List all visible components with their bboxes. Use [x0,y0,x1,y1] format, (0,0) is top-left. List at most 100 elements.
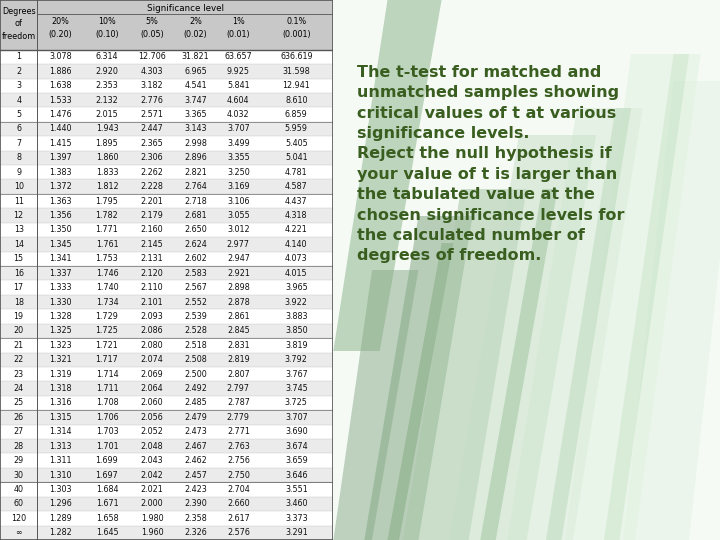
Text: 20%: 20% [52,17,70,26]
Text: 1.296: 1.296 [49,500,72,509]
Text: 2%: 2% [189,17,202,26]
Text: 3.965: 3.965 [285,283,307,292]
Text: 5.041: 5.041 [285,153,307,163]
Polygon shape [364,216,472,540]
Text: 2.462: 2.462 [184,456,207,465]
Bar [0,136,333,151]
Text: 2.473: 2.473 [184,427,207,436]
Text: 21: 21 [14,341,24,350]
Text: 1.708: 1.708 [96,399,118,408]
Bar [0,410,333,424]
Text: 1.746: 1.746 [96,269,118,278]
Text: 2.821: 2.821 [184,168,207,177]
Text: The t-test for matched and
unmatched samples showing
critical values of t at var: The t-test for matched and unmatched sam… [356,65,624,264]
Bar [0,295,333,309]
Text: 4.437: 4.437 [285,197,307,206]
Text: 4.318: 4.318 [285,211,307,220]
Text: 2.681: 2.681 [184,211,207,220]
Text: 22: 22 [14,355,24,364]
Text: 2.093: 2.093 [140,312,163,321]
Text: 1.717: 1.717 [96,355,118,364]
Text: (0.20): (0.20) [49,30,73,39]
Bar [0,208,333,222]
Text: 2.021: 2.021 [140,485,163,494]
Text: 1.415: 1.415 [50,139,72,148]
Text: 2.120: 2.120 [140,269,163,278]
Bar [0,468,333,482]
Text: 1.734: 1.734 [96,298,118,307]
Text: 11: 11 [14,197,24,206]
Bar [0,454,333,468]
Text: 28: 28 [14,442,24,451]
Text: 3.291: 3.291 [285,528,307,537]
Text: 2.262: 2.262 [140,168,163,177]
Text: 5.841: 5.841 [227,81,250,90]
Text: 2.000: 2.000 [140,500,163,509]
Bar [0,252,333,266]
Text: 3.106: 3.106 [227,197,250,206]
Text: 2.763: 2.763 [227,442,250,451]
Bar [0,511,333,525]
Bar [0,497,333,511]
Text: 2.479: 2.479 [184,413,207,422]
Text: 1.325: 1.325 [49,326,72,335]
Bar [0,266,333,280]
Text: 1.833: 1.833 [96,168,118,177]
Text: 1.703: 1.703 [96,427,118,436]
Text: 1.311: 1.311 [50,456,72,465]
Text: 2.624: 2.624 [184,240,207,249]
Bar [0,50,333,64]
Text: 2.101: 2.101 [140,298,163,307]
Text: 3.792: 3.792 [285,355,307,364]
Text: 2.878: 2.878 [227,298,250,307]
Text: 4.303: 4.303 [141,67,163,76]
Bar [0,122,333,136]
Polygon shape [508,108,643,540]
Text: 3.747: 3.747 [184,96,207,105]
Text: 3.883: 3.883 [285,312,307,321]
Text: 1.289: 1.289 [49,514,72,523]
Text: 18: 18 [14,298,24,307]
Text: 1.697: 1.697 [96,470,118,480]
Text: 4.604: 4.604 [227,96,250,105]
Text: 30: 30 [14,470,24,480]
Text: 2.457: 2.457 [184,470,207,480]
Bar [0,367,333,381]
Bar [0,93,333,107]
Polygon shape [546,108,631,540]
Text: 1.753: 1.753 [96,254,118,264]
Text: 1.699: 1.699 [96,456,118,465]
Text: 1.812: 1.812 [96,182,118,191]
Text: 14: 14 [14,240,24,249]
Text: 1.725: 1.725 [96,326,119,335]
Text: 2.771: 2.771 [227,427,250,436]
Text: 2.797: 2.797 [227,384,250,393]
Text: 2.492: 2.492 [184,384,207,393]
Text: 2.552: 2.552 [184,298,207,307]
Text: 5.959: 5.959 [285,125,308,133]
Text: 3.922: 3.922 [285,298,307,307]
Text: 2.831: 2.831 [227,341,250,350]
Text: 2.779: 2.779 [227,413,250,422]
Text: ∞: ∞ [15,528,22,537]
Text: 2.110: 2.110 [140,283,163,292]
Bar [0,78,333,93]
Text: 2.819: 2.819 [227,355,250,364]
Bar [0,338,333,353]
Text: 2.145: 2.145 [140,240,163,249]
Text: 2.528: 2.528 [184,326,207,335]
Text: 20: 20 [14,326,24,335]
Text: 2.064: 2.064 [140,384,163,393]
Text: 1.701: 1.701 [96,442,118,451]
Text: 3.646: 3.646 [285,470,307,480]
Text: 2.467: 2.467 [184,442,207,451]
Text: 1.330: 1.330 [50,298,72,307]
Text: 24: 24 [14,384,24,393]
Text: 3.659: 3.659 [285,456,307,465]
Text: 1.658: 1.658 [96,514,118,523]
Text: 1.645: 1.645 [96,528,118,537]
Text: 1.328: 1.328 [50,312,72,321]
Text: 5%: 5% [145,17,158,26]
Text: 4.541: 4.541 [184,81,207,90]
Polygon shape [604,54,689,540]
